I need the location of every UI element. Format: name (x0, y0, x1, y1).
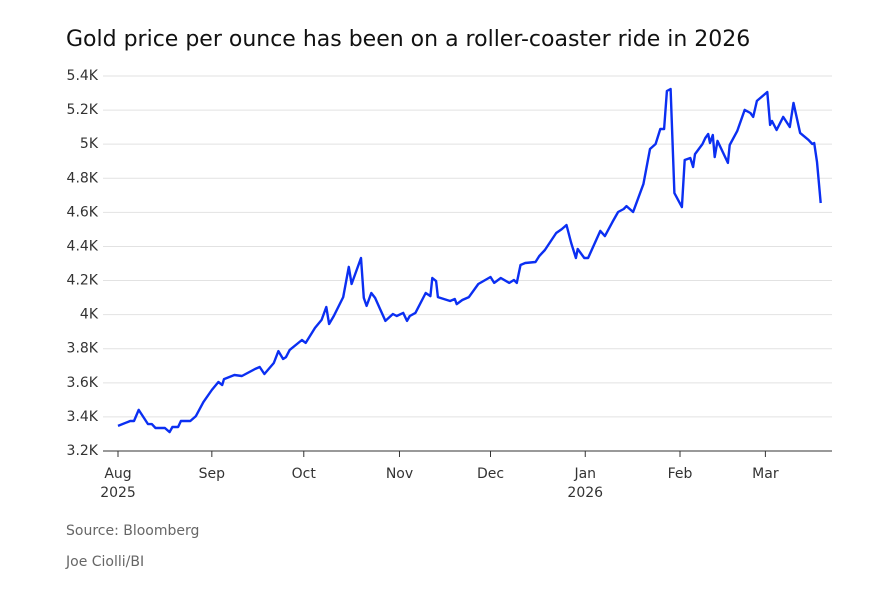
x-tick-label: Dec (477, 466, 504, 482)
x-tick-label: Aug (104, 466, 131, 482)
y-tick-label: 4.6K (67, 204, 99, 220)
y-tick-label: 5.4K (67, 68, 99, 84)
x-tick-label: Nov (386, 466, 413, 482)
y-tick-label: 5.2K (67, 102, 99, 118)
x-tick-label: Oct (292, 466, 317, 482)
y-tick-label: 4.2K (67, 273, 99, 289)
y-tick-label: 5K (80, 136, 99, 152)
source: Source: Bloomberg (66, 523, 199, 539)
y-tick-label: 3.4K (67, 409, 99, 425)
chart-title: Gold price per ounce has been on a rolle… (66, 27, 750, 52)
y-tick-label: 3.6K (67, 375, 99, 391)
y-tick-label: 3.2K (67, 443, 99, 459)
credit: Joe Ciolli/BI (65, 554, 144, 570)
x-year-label: 2026 (567, 485, 603, 501)
y-tick-label: 4.8K (67, 170, 99, 186)
y-tick-label: 3.8K (67, 341, 99, 357)
x-tick-label: Jan (573, 466, 596, 482)
x-tick-label: Feb (668, 466, 693, 482)
price-line (117, 87, 822, 434)
y-tick-label: 4K (80, 307, 99, 323)
x-tick-label: Mar (752, 466, 779, 482)
x-year-label: 2025 (100, 485, 136, 501)
x-tick-label: Sep (199, 466, 226, 482)
y-tick-label: 4.4K (67, 238, 99, 254)
